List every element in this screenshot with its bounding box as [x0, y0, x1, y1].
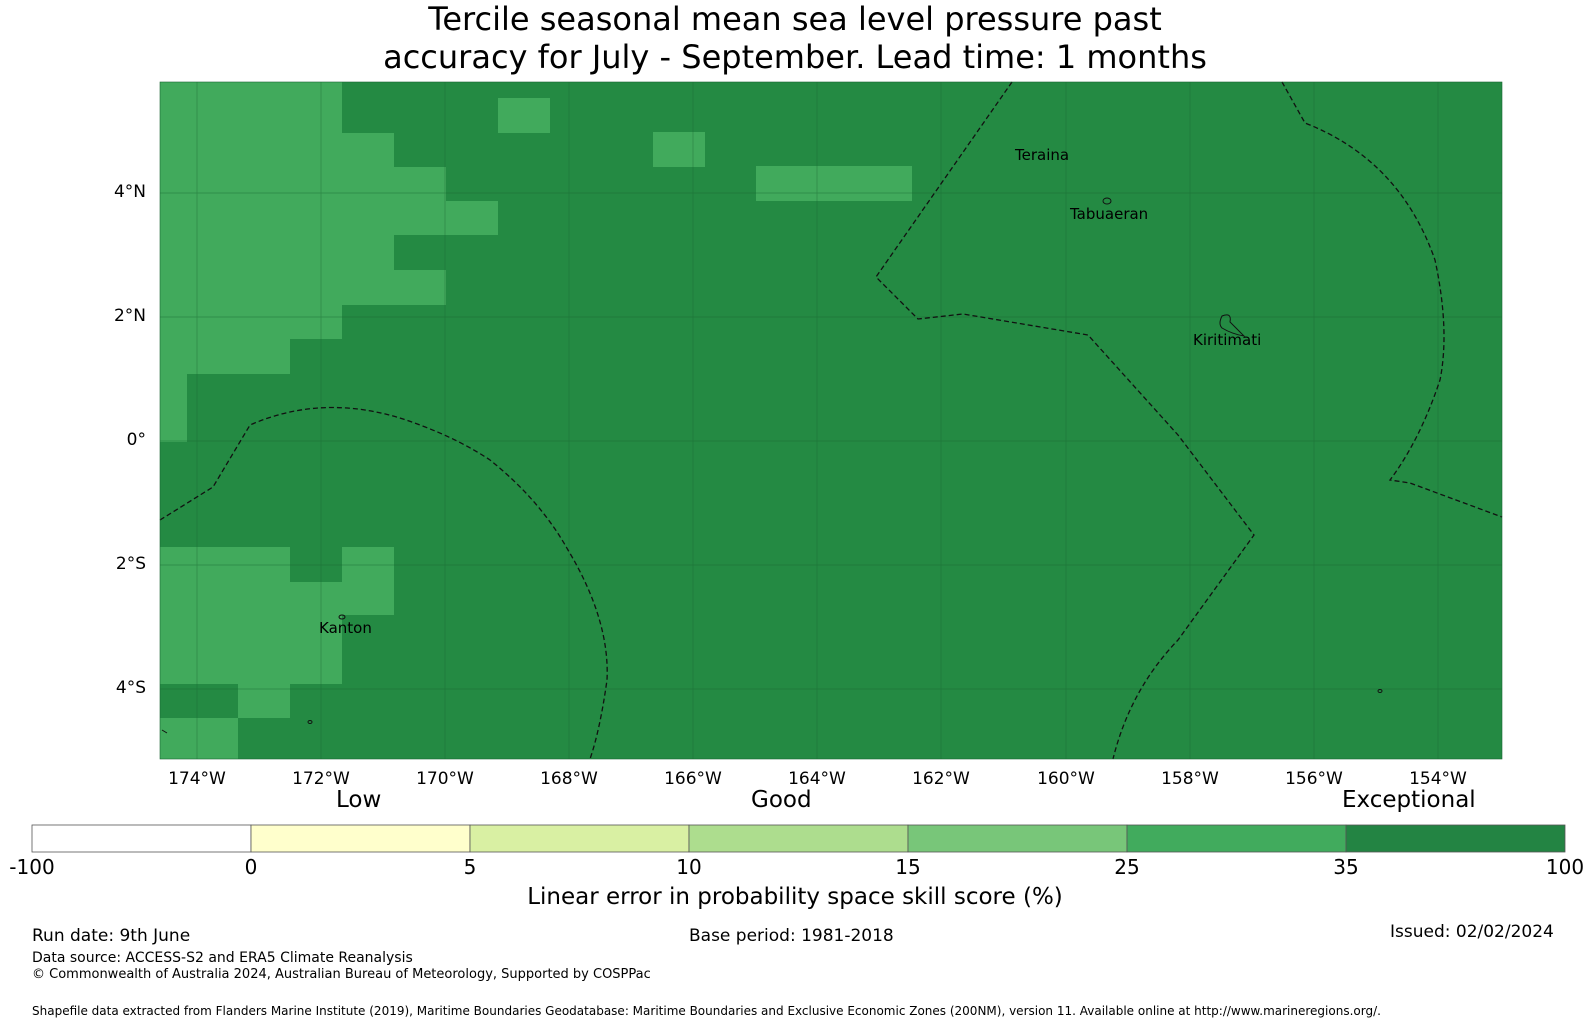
lat-label: 2°N	[113, 306, 146, 326]
place-label-teraina: Teraina	[1015, 146, 1070, 164]
colorbar-segment	[250, 824, 471, 853]
lon-label: 166°W	[664, 769, 722, 789]
lat-label: 4°S	[115, 678, 146, 698]
colorbar-tick: 10	[676, 855, 702, 879]
colorbar-segment	[688, 824, 909, 853]
lighter-skill-cells	[160, 82, 912, 759]
category-low: Low	[336, 787, 382, 813]
island-outlines	[161, 197, 1383, 734]
colorbar-segment	[1126, 824, 1347, 853]
lat-label: 0°	[126, 430, 146, 450]
lat-label: 2°S	[115, 554, 146, 574]
map-frame	[159, 81, 1503, 760]
lon-label: 154°W	[1409, 769, 1467, 789]
place-label-tabuaeran: Tabuaeran	[1070, 205, 1149, 223]
place-label-kiritimati: Kiritimati	[1193, 331, 1262, 349]
title-line-2: accuracy for July - September. Lead time…	[383, 38, 1207, 76]
colorbar-segment	[31, 824, 252, 853]
run-date: Run date: 9th June	[32, 926, 191, 946]
lon-label: 160°W	[1037, 769, 1095, 789]
chart-title: Tercile seasonal mean sea level pressure…	[0, 0, 1590, 76]
gridlines	[160, 82, 1502, 759]
shapefile-credit: Shapefile data extracted from Flanders M…	[32, 1004, 1381, 1018]
lon-label: 174°W	[168, 769, 226, 789]
lon-label: 164°W	[788, 769, 846, 789]
place-label-kanton: Kanton	[319, 619, 372, 637]
lon-label: 156°W	[1285, 769, 1343, 789]
colorbar-label: Linear error in probability space skill …	[527, 884, 1063, 910]
issued-date: Issued: 02/02/2024	[1390, 922, 1554, 942]
eez-boundaries	[159, 81, 1503, 760]
colorbar-segment	[1345, 824, 1566, 853]
copyright: © Commonwealth of Australia 2024, Austra…	[32, 967, 651, 982]
colorbar-tick: -100	[9, 855, 55, 879]
base-period: Base period: 1981-2018	[689, 926, 894, 946]
colorbar-tick: 35	[1333, 855, 1359, 879]
colorbar-tick: 100	[1545, 855, 1585, 879]
colorbar-segment	[469, 824, 690, 853]
lon-label: 170°W	[416, 769, 474, 789]
colorbar-tick: 0	[244, 855, 258, 879]
lon-label: 168°W	[540, 769, 598, 789]
lon-label: 172°W	[292, 769, 350, 789]
colorbar-tick: 25	[1114, 855, 1140, 879]
colorbar	[31, 824, 1566, 853]
colorbar-tick: 15	[895, 855, 921, 879]
category-exceptional: Exceptional	[1342, 787, 1476, 813]
lon-label: 162°W	[912, 769, 970, 789]
colorbar-tick: 5	[463, 855, 477, 879]
category-good: Good	[751, 787, 812, 813]
data-source: Data source: ACCESS-S2 and ERA5 Climate …	[32, 950, 413, 966]
lat-label: 4°N	[113, 182, 146, 202]
colorbar-segment	[907, 824, 1128, 853]
title-line-1: Tercile seasonal mean sea level pressure…	[428, 0, 1162, 38]
lon-label: 158°W	[1161, 769, 1219, 789]
